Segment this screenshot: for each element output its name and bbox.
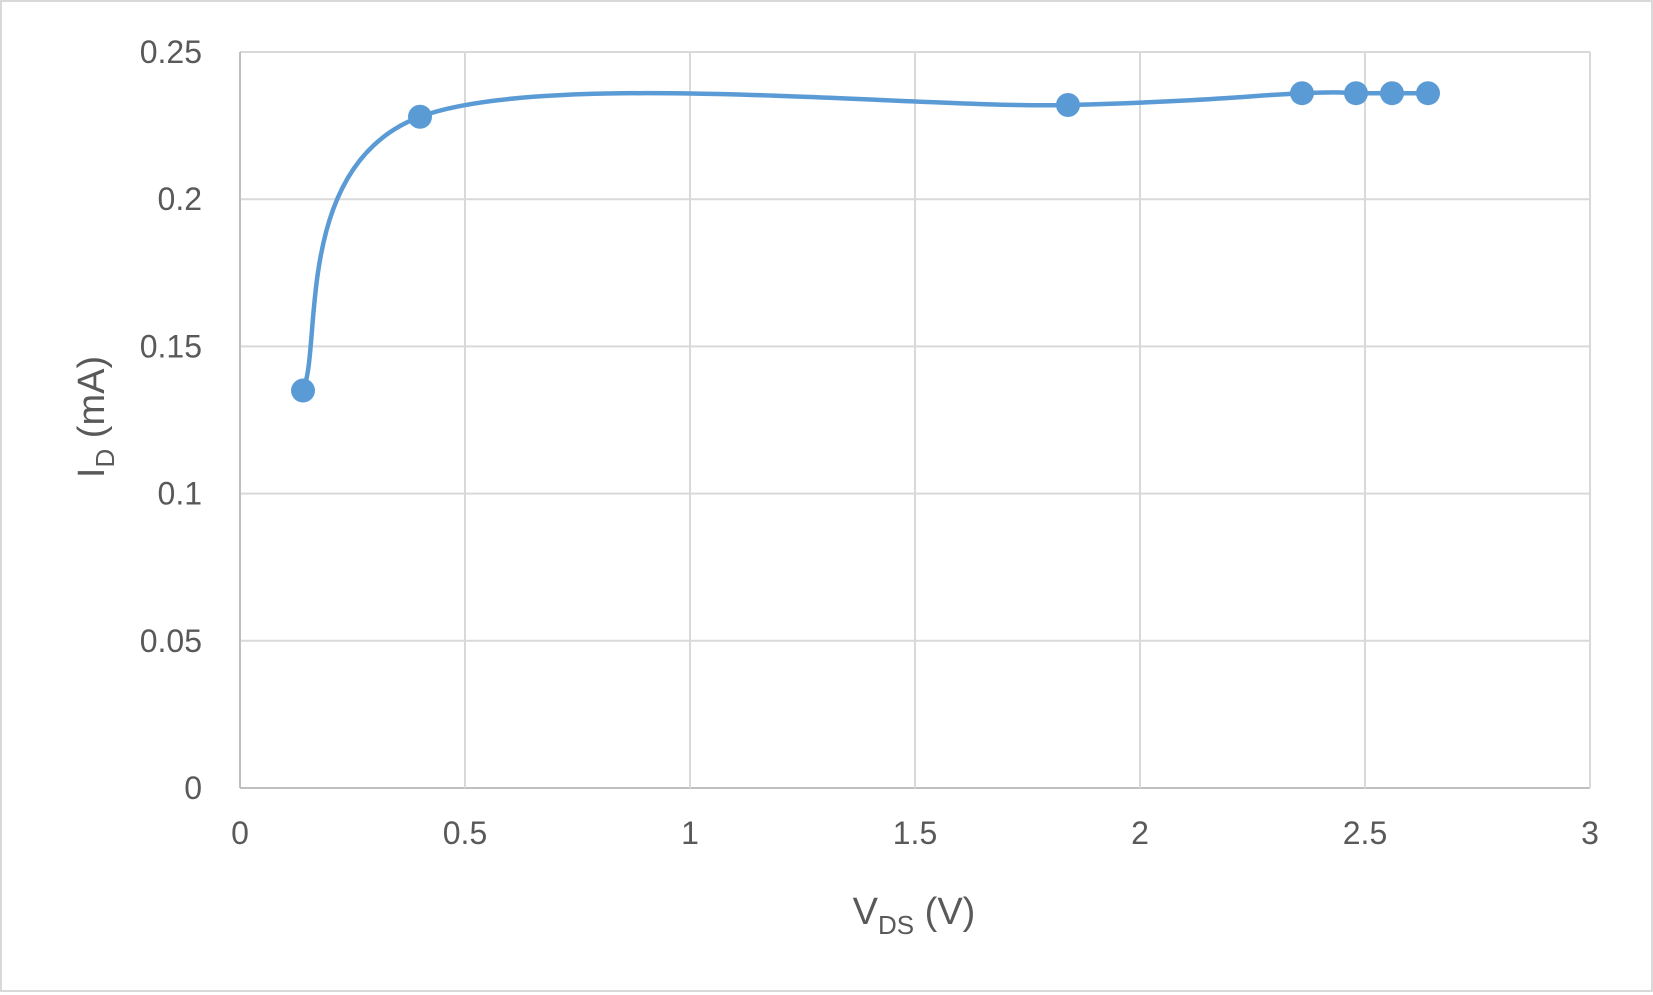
- x-tick-label: 2: [1131, 815, 1149, 851]
- x-tick-label: 1: [681, 815, 699, 851]
- y-tick-label: 0.05: [140, 623, 202, 659]
- data-point: [1344, 81, 1368, 106]
- x-axis-title-subscript: DS: [878, 910, 914, 940]
- x-tick-label: 1.5: [893, 815, 937, 851]
- data-point: [1416, 81, 1440, 106]
- data-point: [1056, 92, 1080, 117]
- tick-labels: 0 0.05 0.1 0.15 0.2 0.25 0 0.5 1 1.5 2 2.5 3: [140, 34, 1599, 851]
- x-tick-label: 2.5: [1343, 815, 1387, 851]
- y-axis-title-subscript: D: [90, 449, 120, 468]
- data-point: [1380, 81, 1404, 106]
- data-point: [1290, 81, 1314, 106]
- x-tick-label: 0.5: [443, 815, 487, 851]
- data-point: [408, 104, 432, 129]
- x-tick-label: 0: [231, 815, 249, 851]
- x-axis-title-suffix: (V): [914, 891, 975, 933]
- y-axis-title-suffix: (mA): [71, 356, 113, 449]
- grid-layer: [239, 51, 1591, 789]
- y-tick-label: 0.15: [140, 328, 202, 364]
- y-tick-label: 0.25: [140, 34, 202, 70]
- y-axis-title: ID (mA): [71, 356, 120, 478]
- y-tick-label: 0.2: [158, 181, 202, 217]
- data-point: [291, 378, 315, 403]
- x-axis-title: VDS (V): [853, 891, 976, 940]
- y-axis-title-main: I: [71, 468, 113, 479]
- y-tick-label: 0: [184, 770, 202, 806]
- y-tick-label: 0.1: [158, 476, 202, 512]
- series-layer: [291, 81, 1440, 403]
- x-axis-title-main: V: [853, 891, 879, 933]
- x-tick-label: 3: [1581, 815, 1599, 851]
